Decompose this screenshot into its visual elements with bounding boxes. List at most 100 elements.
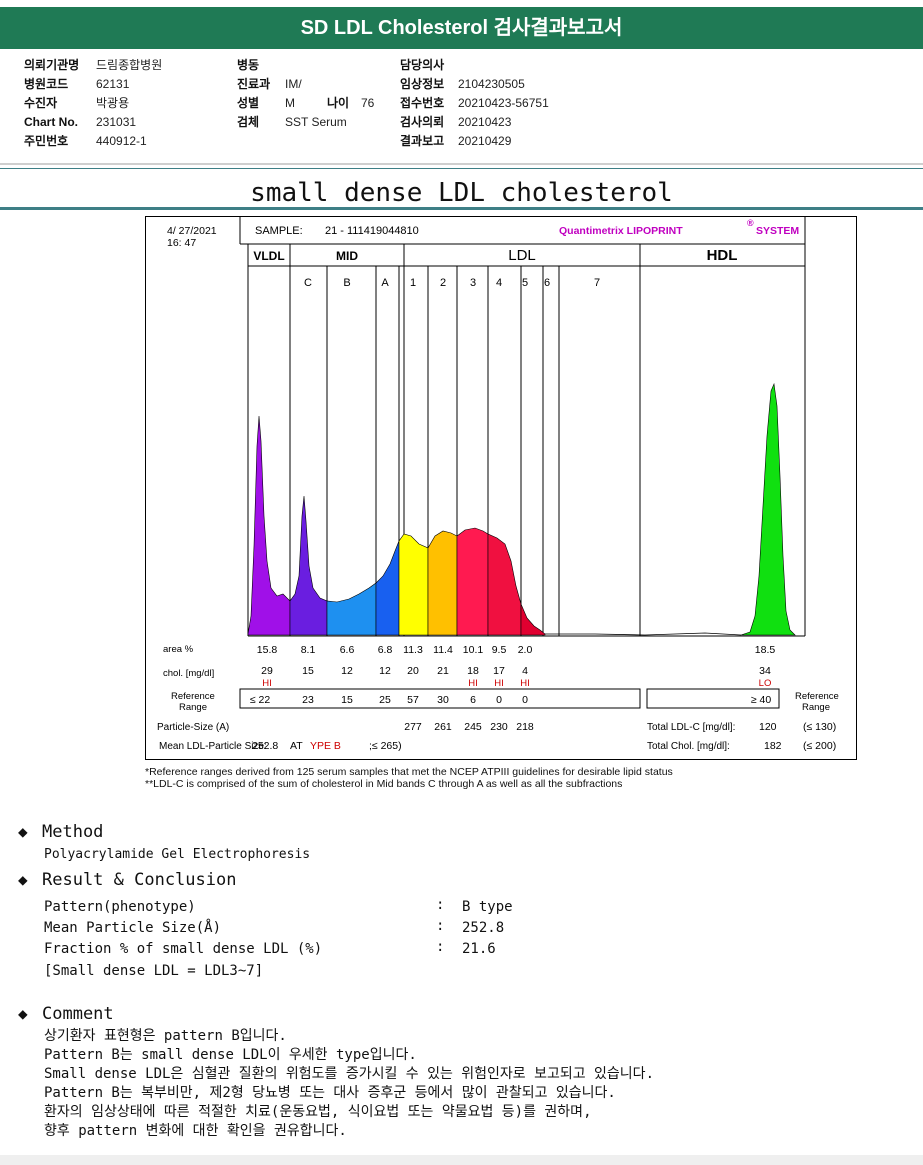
comment-heading-text: Comment [42,1004,114,1024]
comment-line: Pattern B는 복부비만, 제2형 당뇨병 또는 대사 증후군 등에서 많… [44,1085,616,1101]
comment-line: Pattern B는 small dense LDL이 우세한 type입니다. [44,1047,417,1063]
result-heading: ◆ Result & Conclusion [18,870,236,890]
info-row: 검사의뢰 20210423 [400,113,549,132]
chol-value: 15 [302,665,314,677]
method-heading: ◆ Method [18,822,103,842]
info-value: 2104230505 [458,77,525,91]
info-value: M [285,96,295,110]
row-label-mean: Mean LDL-Particle Size: [159,741,267,752]
report-title: SD LDL Cholesterol 검사결과보고서 [0,7,923,49]
flag-value: LO [759,678,772,689]
info-row: 수진자 박광용 [24,94,162,113]
comment-line: Small dense LDL은 심혈관 질환의 위험도를 증가시킬 수 있는 … [44,1066,654,1082]
info-label: 결과보고 [400,134,445,148]
area-value: 9.5 [492,644,507,656]
info-label: 병동 [237,58,260,72]
info-value: SST Serum [285,115,347,129]
comment-heading: ◆ Comment [18,1004,114,1024]
info-value: 231031 [96,115,137,129]
info-label: 접수번호 [400,96,445,110]
info-label: 성별 [237,96,260,110]
ref-value: 0 [522,694,528,706]
diamond-bullet-icon: ◆ [18,870,28,889]
result-label: Mean Particle Size(Å) [44,920,222,936]
lipoprint-report: 4/ 27/2021 16: 47 SAMPLE: 21 - 111419044… [145,216,857,760]
peak-fraction [247,415,291,636]
area-value: 11.3 [403,644,423,656]
area-value: 11.4 [433,644,453,656]
chol-value: 18 [467,665,479,677]
row-label-ref-right2: Range [802,702,830,713]
peak-fraction [740,382,796,636]
band-label: B [343,277,350,289]
row-label-ref-right1: Reference [795,691,839,702]
total-chol-label: Total Chol. [mg/dl]: [647,741,730,752]
area-value: 2.0 [518,644,533,656]
brand-suffix: SYSTEM [756,225,799,237]
result-label: Fraction % of small dense LDL (%) [44,941,323,957]
ref-value: 15 [341,694,353,706]
bottom-bar [0,1155,923,1165]
chol-value: 17 [493,665,505,677]
total-chol-value: 182 [764,740,782,752]
mean-range: ;≤ 265) [369,740,402,752]
method-text: Polyacrylamide Gel Electrophoresis [44,847,311,862]
peak-fraction [427,530,458,636]
info-row: 결과보고 20210429 [400,132,549,151]
info-label: 담당의사 [400,58,445,72]
info-label: 주민번호 [24,134,69,148]
flag-value: HI [494,678,504,689]
flag-value: HI [520,678,530,689]
age-label: 나이 [327,96,350,110]
info-label: 검사의뢰 [400,115,445,129]
area-value: 10.1 [463,644,484,656]
sample-label: SAMPLE: [255,225,303,237]
total-ldl-label: Total LDL-C [mg/dl]: [647,722,735,733]
chol-value: 34 [759,665,771,677]
result-heading-text: Result & Conclusion [42,870,237,890]
ref-value: 25 [379,694,391,706]
ref-value: ≤ 22 [250,694,271,706]
info-value: 20210423-56751 [458,96,549,110]
patient-info-col1: 의뢰기관명 드림종합병원 병원코드 62131 수진자 박광용 Chart No. 23… [24,56,162,151]
row-label-ref2: Range [179,702,207,713]
info-value: 62131 [96,77,130,91]
result-value: 252.8 [462,920,505,936]
band-label: A [381,277,389,289]
info-label: 검체 [237,115,260,129]
densitometry-plot: VLDL MID LDL HDL C B A 1 2 3 4 5 6 7 [247,244,805,637]
peak-fraction [398,533,429,636]
patient-info-col2: 병동 진료과 IM/ 성별 M 나이 76 검체 SST Serum [237,56,374,132]
ref-range-box [239,688,641,709]
brand-mark: ® [747,218,754,228]
ref-value: 6 [470,694,476,706]
group-label-mid: MID [336,249,358,263]
info-row: 접수번호 20210423-56751 [400,94,549,113]
hdl-ref-range-box [646,688,780,709]
info-row: 검체 SST Serum [237,113,374,132]
area-value: 18.5 [755,644,776,656]
results-table: area % chol. [mg/dl] Reference Range Par… [157,644,839,752]
hdl-ref-value: ≥ 40 [751,694,772,706]
footnote: *Reference ranges derived from 125 serum… [145,766,673,778]
report-date: 4/ 27/2021 [167,225,217,237]
info-row: 담당의사 [400,56,549,75]
particle-size-value: 218 [516,721,534,733]
comment-line: 환자의 임상상태에 따른 적절한 치료(운동요법, 식이요법 또는 약물요법 등… [44,1104,592,1120]
total-chol-range: (≤ 200) [803,740,836,752]
info-value: IM/ [285,77,302,91]
info-value: 드림종합병원 [96,58,163,72]
chol-value: 21 [437,665,449,677]
chol-value: 4 [522,665,528,677]
divider [0,207,923,210]
band-label: 2 [440,277,446,289]
result-note: [Small dense LDL = LDL3~7] [44,963,264,979]
info-row: 병동 [237,56,374,75]
divider [0,163,923,165]
info-row: 주민번호 440912-1 [24,132,162,151]
info-label: 임상정보 [400,77,445,91]
sample-id: 21 - 111419044810 [325,225,419,237]
info-row: 임상정보 2104230505 [400,75,549,94]
particle-size-value: 277 [404,721,422,733]
